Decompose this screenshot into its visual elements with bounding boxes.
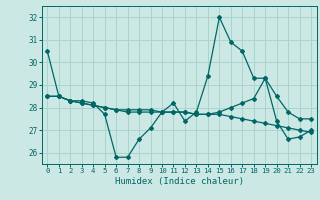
X-axis label: Humidex (Indice chaleur): Humidex (Indice chaleur) xyxy=(115,177,244,186)
